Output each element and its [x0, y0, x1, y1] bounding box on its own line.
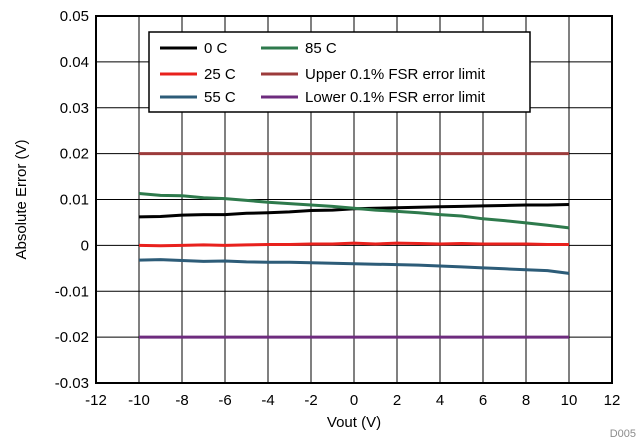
y-tick-label: 0.04: [60, 54, 89, 71]
y-tick-label: -0.01: [55, 283, 89, 300]
legend-label: Lower 0.1% FSR error limit: [305, 89, 486, 106]
x-tick-label: -2: [304, 392, 317, 409]
x-axis-title: Vout (V): [327, 414, 381, 431]
y-tick-label: -0.02: [55, 329, 89, 346]
series-line-25-c: [138, 241, 569, 248]
legend-box: [148, 31, 531, 113]
x-tick-label: 12: [604, 392, 621, 409]
legend-label: 55 C: [204, 89, 236, 106]
legend-label: 25 C: [204, 66, 236, 83]
y-tick-label: 0.01: [60, 192, 89, 209]
y-tick-label: -0.03: [55, 375, 89, 392]
legend-label: 85 C: [305, 40, 337, 57]
x-tick-label: -12: [85, 392, 107, 409]
x-tick-label: 0: [350, 392, 358, 409]
x-tick-label: 2: [393, 392, 401, 409]
x-tick-label: 10: [561, 392, 578, 409]
x-tick-label: 6: [479, 392, 487, 409]
data-series: [138, 152, 570, 339]
x-tick-label: 4: [436, 392, 444, 409]
x-tick-label: -8: [175, 392, 188, 409]
x-tick-label: 8: [522, 392, 530, 409]
x-tick-label: -4: [261, 392, 274, 409]
legend-label: 0 C: [204, 40, 228, 57]
y-tick-label: 0.03: [60, 100, 89, 117]
y-tick-label: 0.05: [60, 8, 89, 25]
y-axis-title: Absolute Error (V): [13, 139, 30, 259]
figure-id-label: D005: [610, 428, 636, 440]
legend-label: Upper 0.1% FSR error limit: [305, 66, 486, 83]
y-tick-label: 0.02: [60, 146, 89, 163]
series-line-55-c: [138, 258, 570, 275]
legend: 0 C 25 C 55 C 85 C Upper 0.1% FSR error limi…: [148, 31, 531, 113]
y-tick-label: 0: [81, 237, 89, 254]
x-tick-label: -6: [218, 392, 231, 409]
plot-area-frame: [95, 15, 613, 384]
series-line-85-c: [138, 192, 570, 230]
x-tick-label: -10: [128, 392, 150, 409]
tick-labels: -12 -10 -8 -6 -4 -2 0 2 4 6 8 10 12 -0.03 -0.02 -0.01 0 0…: [55, 8, 621, 409]
